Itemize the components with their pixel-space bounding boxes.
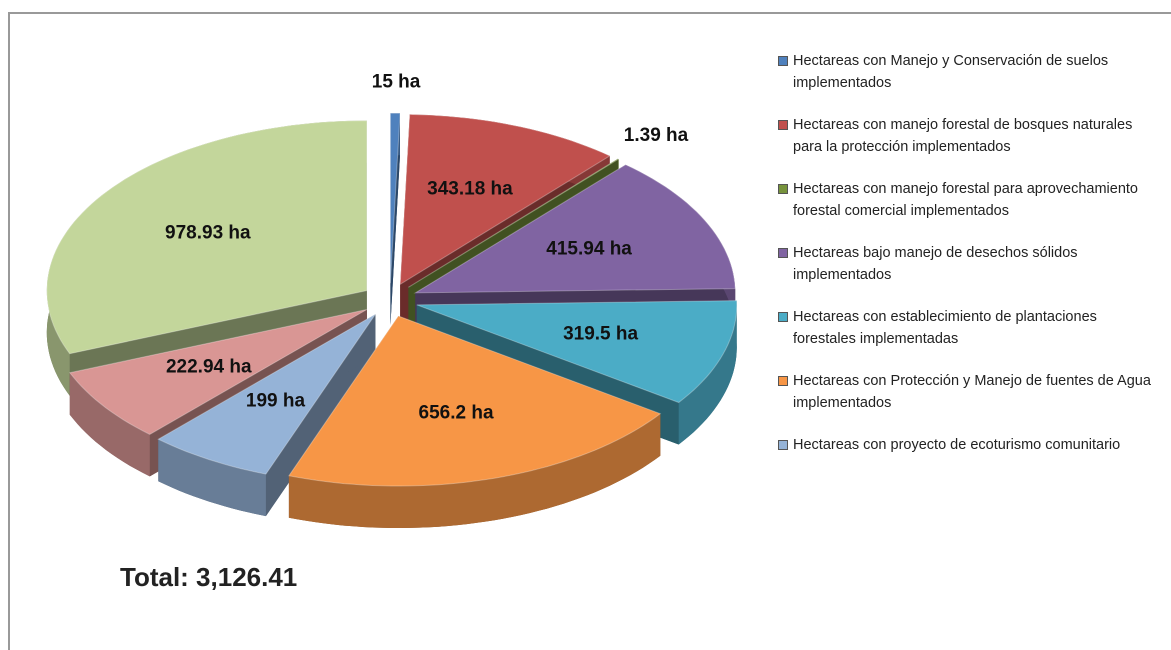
legend-label: Hectareas con Manejo y Conservación de s… [793, 53, 1109, 91]
slice [413, 164, 736, 294]
legend-label: Hectareas bajo manejo de desechos sólido… [793, 245, 1078, 283]
slice [288, 315, 662, 487]
data-label: 1.39 ha [624, 125, 689, 146]
slice-side [288, 413, 661, 528]
data-label: 199 ha [246, 390, 306, 411]
legend-swatch [778, 184, 788, 194]
legend-label: Hectareas con proyecto de ecoturismo com… [793, 437, 1121, 453]
slice-side [390, 113, 400, 326]
legend-item: Hectareas con manejo forestal de bosques… [778, 114, 1158, 178]
legend: Hectareas con Manejo y Conservación de s… [778, 50, 1158, 498]
legend-item: Hectareas con proyecto de ecoturismo com… [778, 434, 1158, 498]
legend-swatch [778, 120, 788, 130]
legend-swatch [778, 312, 788, 322]
slice [46, 120, 368, 355]
frame [8, 12, 1171, 650]
slice-side [678, 300, 737, 445]
legend-swatch [778, 248, 788, 258]
slice-side [69, 372, 150, 477]
slice [389, 112, 401, 284]
data-label: 15 ha [372, 72, 421, 93]
data-label: 978.93 ha [165, 222, 251, 243]
slice [157, 313, 376, 475]
plot: 15 ha 343.18 ha 1.39 ha 415.94 ha 319.5 ha 65… [46, 72, 738, 528]
data-label: 222.94 ha [166, 356, 252, 377]
legend-swatch [778, 376, 788, 386]
total-annotation: Total: 3,126.41 [120, 562, 298, 592]
legend-item: Hectareas con Protección y Manejo de fue… [778, 370, 1158, 434]
slice [68, 309, 368, 435]
legend-swatch [778, 56, 788, 66]
data-label: 319.5 ha [563, 323, 638, 344]
slice [408, 158, 620, 288]
data-label: 656.2 ha [419, 402, 494, 423]
slice [399, 113, 611, 286]
legend-label: Hectareas con manejo forestal de bosques… [793, 117, 1133, 155]
legend-item: Hectareas bajo manejo de desechos sólido… [778, 242, 1158, 306]
slice-side [158, 439, 266, 517]
legend-item: Hectareas con manejo forestal para aprov… [778, 178, 1158, 242]
slice [416, 300, 738, 404]
legend-label: Hectareas con manejo forestal para aprov… [793, 181, 1138, 219]
legend-swatch [778, 440, 788, 450]
legend-label: Hectareas con establecimiento de plantac… [793, 309, 1097, 347]
data-label: 415.94 ha [546, 238, 632, 259]
legend-item: Hectareas con Manejo y Conservación de s… [778, 50, 1158, 114]
legend-label: Hectareas con Protección y Manejo de fue… [793, 373, 1151, 411]
legend-item: Hectareas con establecimiento de plantac… [778, 306, 1158, 370]
data-label: 343.18 ha [427, 178, 513, 199]
